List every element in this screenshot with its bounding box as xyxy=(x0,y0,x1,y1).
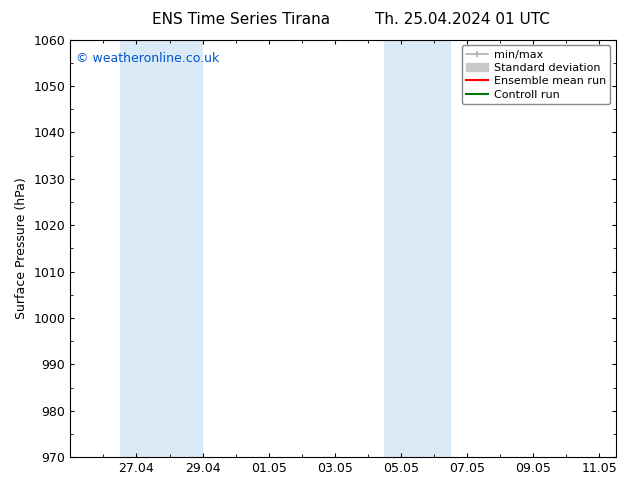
Text: ENS Time Series Tirana: ENS Time Series Tirana xyxy=(152,12,330,27)
Y-axis label: Surface Pressure (hPa): Surface Pressure (hPa) xyxy=(15,177,28,319)
Bar xyxy=(384,40,451,457)
Legend: min/max, Standard deviation, Ensemble mean run, Controll run: min/max, Standard deviation, Ensemble me… xyxy=(462,45,611,104)
Text: © weatheronline.co.uk: © weatheronline.co.uk xyxy=(75,52,219,65)
Bar xyxy=(120,40,203,457)
Text: Th. 25.04.2024 01 UTC: Th. 25.04.2024 01 UTC xyxy=(375,12,550,27)
